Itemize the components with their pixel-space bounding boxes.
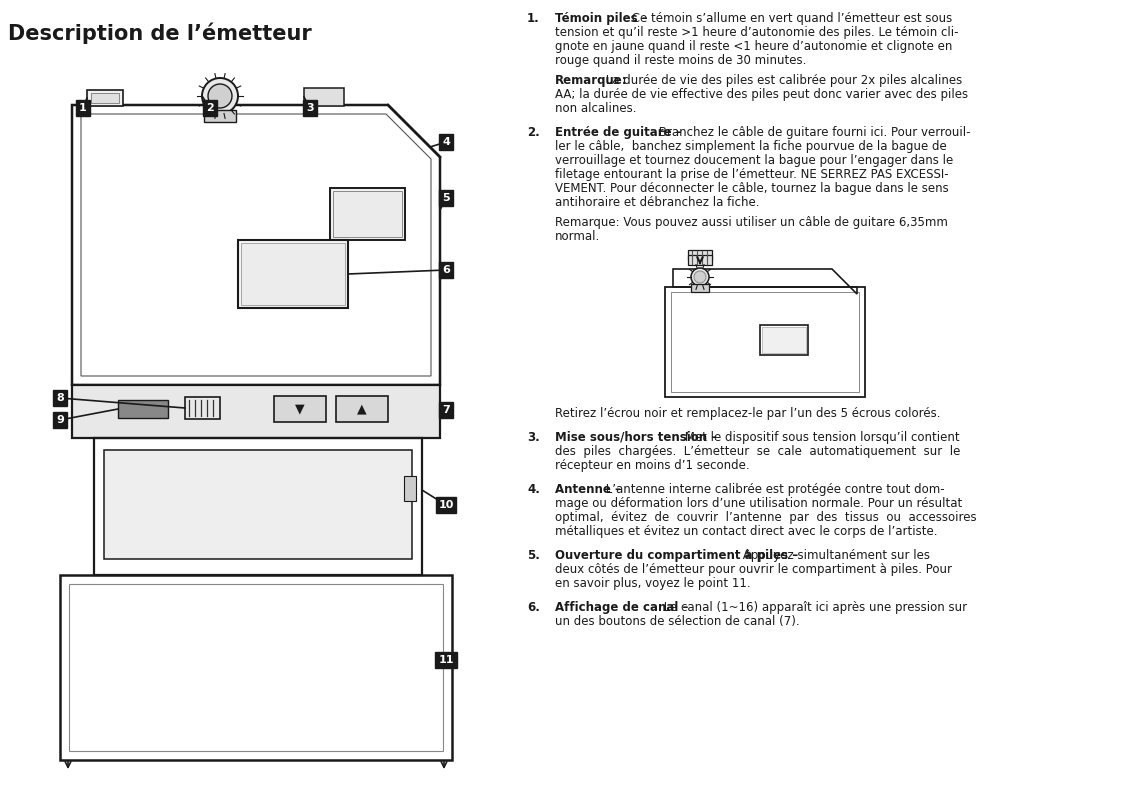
Text: Met le dispositif sous tension lorsqu’il contient: Met le dispositif sous tension lorsqu’il… — [681, 431, 960, 444]
Text: Ouverture du compartiment à piles –: Ouverture du compartiment à piles – — [554, 549, 798, 562]
Bar — [274, 396, 326, 422]
Text: 11: 11 — [439, 655, 453, 665]
Text: en savoir plus, voyez le point 11.: en savoir plus, voyez le point 11. — [554, 577, 751, 590]
Text: mage ou déformation lors d’une utilisation normale. Pour un résultat: mage ou déformation lors d’une utilisati… — [554, 497, 962, 510]
Text: Remarque:: Remarque: — [554, 74, 628, 87]
Text: un des boutons de sélection de canal (7).: un des boutons de sélection de canal (7)… — [554, 615, 800, 628]
Bar — [69, 584, 443, 751]
Bar — [204, 110, 236, 122]
Text: 6.: 6. — [527, 601, 540, 614]
Text: Témoin piles –: Témoin piles – — [554, 12, 647, 25]
Bar — [185, 397, 220, 419]
Circle shape — [202, 78, 238, 114]
Bar — [404, 476, 416, 501]
Text: métalliques et évitez un contact direct avec le corps de l’artiste.: métalliques et évitez un contact direct … — [554, 525, 938, 538]
Text: rouge quand il reste moins de 30 minutes.: rouge quand il reste moins de 30 minutes… — [554, 54, 806, 67]
Text: Mise sous/hors tension –: Mise sous/hors tension – — [554, 431, 718, 444]
Text: 9: 9 — [56, 415, 64, 425]
Text: des  piles  chargées.  L’émetteur  se  cale  automatiquement  sur  le: des piles chargées. L’émetteur se cale a… — [554, 445, 961, 458]
Bar — [691, 284, 709, 292]
Text: Remarque: Vous pouvez aussi utiliser un câble de guitare 6,35mm: Remarque: Vous pouvez aussi utiliser un … — [554, 216, 948, 229]
Text: 4.: 4. — [527, 483, 540, 496]
Bar — [87, 90, 123, 106]
Text: AA; la durée de vie effective des piles peut donc varier avec des piles: AA; la durée de vie effective des piles … — [554, 88, 968, 101]
Text: ler le câble,  banchez simplement la fiche pourvue de la bague de: ler le câble, banchez simplement la fich… — [554, 140, 947, 153]
Bar — [760, 325, 808, 355]
Bar — [665, 287, 864, 397]
Bar — [94, 438, 422, 575]
Text: VEMENT. Pour déconnecter le câble, tournez la bague dans le sens: VEMENT. Pour déconnecter le câble, tourn… — [554, 182, 948, 195]
Bar — [72, 385, 440, 438]
Text: 5: 5 — [442, 193, 450, 203]
Bar — [104, 450, 412, 559]
Text: 2.: 2. — [527, 126, 540, 139]
Text: 5.: 5. — [527, 549, 540, 562]
Text: non alcalines.: non alcalines. — [554, 102, 636, 115]
Text: Entrée de guitare –: Entrée de guitare – — [554, 126, 682, 139]
Text: 10: 10 — [439, 500, 453, 510]
Text: ▼: ▼ — [295, 403, 305, 415]
Text: Description de l’émetteur: Description de l’émetteur — [8, 22, 312, 43]
Bar — [118, 400, 168, 418]
Text: gnote en jaune quand il reste <1 heure d’autonomie et clignote en: gnote en jaune quand il reste <1 heure d… — [554, 40, 953, 53]
Text: 3.: 3. — [527, 431, 540, 444]
Bar — [60, 575, 452, 760]
Bar — [241, 243, 346, 305]
Text: verrouillage et tournez doucement la bague pour l’engager dans le: verrouillage et tournez doucement la bag… — [554, 154, 953, 167]
Circle shape — [208, 84, 232, 108]
Text: optimal,  évitez  de  couvrir  l’antenne  par  des  tissus  ou  accessoires: optimal, évitez de couvrir l’antenne par… — [554, 511, 977, 524]
Circle shape — [695, 271, 706, 283]
Bar — [329, 188, 405, 240]
Text: L’antenne interne calibrée est protégée contre tout dom-: L’antenne interne calibrée est protégée … — [603, 483, 945, 496]
Text: Antenne –: Antenne – — [554, 483, 621, 496]
Circle shape — [691, 268, 709, 286]
Text: 7: 7 — [442, 405, 450, 415]
Text: 2: 2 — [207, 103, 214, 113]
Text: La durée de vie des piles est calibrée pour 2x piles alcalines: La durée de vie des piles est calibrée p… — [603, 74, 962, 87]
Text: ▲: ▲ — [357, 403, 367, 415]
Text: 6: 6 — [442, 265, 450, 275]
Text: Le canal (1~16) apparaît ici après une pression sur: Le canal (1~16) apparaît ici après une p… — [660, 601, 967, 614]
Text: normal.: normal. — [554, 230, 600, 243]
Bar — [670, 292, 859, 392]
Bar — [91, 93, 119, 103]
Text: filetage entourant la prise de l’émetteur. NE SERREZ PAS EXCESSI-: filetage entourant la prise de l’émetteu… — [554, 168, 948, 181]
Text: Branchez le câble de guitare fourni ici. Pour verrouil-: Branchez le câble de guitare fourni ici.… — [654, 126, 970, 139]
Text: Appuyez simultanément sur les: Appuyez simultanément sur les — [739, 549, 930, 562]
Bar — [238, 240, 348, 308]
Bar — [762, 327, 806, 353]
Text: deux côtés de l’émetteur pour ouvrir le compartiment à piles. Pour: deux côtés de l’émetteur pour ouvrir le … — [554, 563, 952, 576]
Text: 1.: 1. — [527, 12, 540, 25]
Text: Retirez l’écrou noir et remplacez-le par l’un des 5 écrous colorés.: Retirez l’écrou noir et remplacez-le par… — [554, 407, 940, 420]
Text: 4: 4 — [442, 137, 450, 147]
Text: 1: 1 — [79, 103, 87, 113]
Bar — [333, 191, 402, 237]
Text: 8: 8 — [56, 393, 64, 403]
Text: 3: 3 — [307, 103, 313, 113]
Text: récepteur en moins d’1 seconde.: récepteur en moins d’1 seconde. — [554, 459, 750, 472]
Text: tension et qu’il reste >1 heure d’autonomie des piles. Le témoin cli-: tension et qu’il reste >1 heure d’autono… — [554, 26, 959, 39]
Bar — [688, 250, 712, 260]
Bar — [336, 396, 388, 422]
Text: antihoraire et débranchez la fiche.: antihoraire et débranchez la fiche. — [554, 196, 760, 209]
Bar — [688, 255, 712, 265]
Text: Ce témoin s’allume en vert quand l’émetteur est sous: Ce témoin s’allume en vert quand l’émett… — [628, 12, 953, 25]
Bar — [304, 88, 344, 106]
Text: Affichage de canal –: Affichage de canal – — [554, 601, 689, 614]
